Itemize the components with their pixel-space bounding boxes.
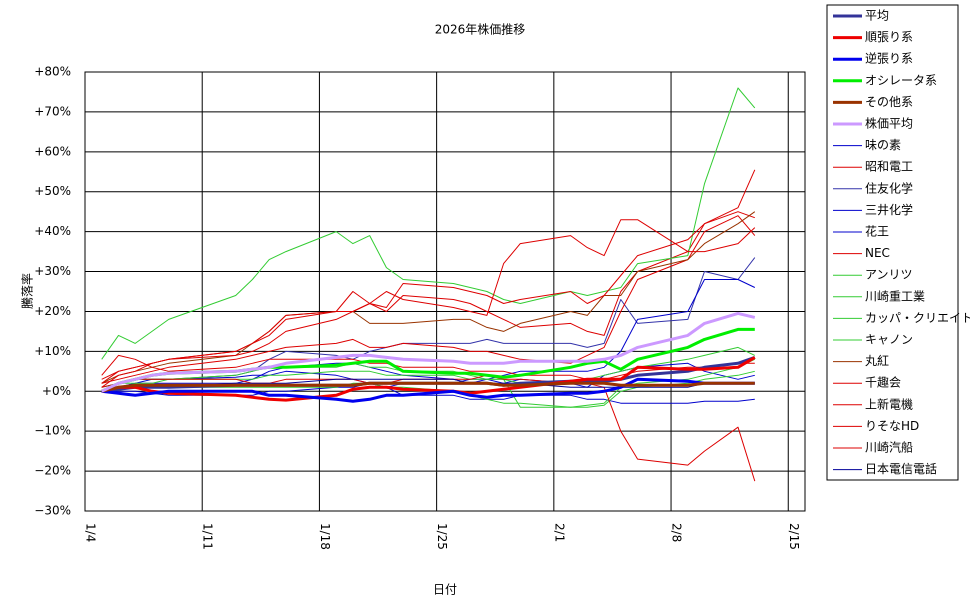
x-tick-label: 2/1 xyxy=(552,523,566,542)
series-line xyxy=(101,211,756,384)
legend-label: NEC xyxy=(865,246,890,260)
series-line xyxy=(101,219,756,384)
legend-label: オシレータ系 xyxy=(865,73,937,87)
legend-box xyxy=(826,4,959,481)
legend-label: 住友化学 xyxy=(865,180,913,195)
y-tick-label: +40% xyxy=(34,224,71,238)
legend-label: その他系 xyxy=(865,95,913,109)
legend-label: 株価平均 xyxy=(865,116,913,131)
plot-frame xyxy=(84,71,806,512)
y-tick-label: −10% xyxy=(34,424,71,438)
legend-label: 味の素 xyxy=(865,138,901,152)
legend-label: 平均 xyxy=(865,9,889,23)
legend-label: カッパ・クリエイト xyxy=(865,311,970,325)
legend-label: りそなHD xyxy=(865,419,919,433)
chart-title: 2026年株価推移 xyxy=(435,22,526,37)
series-line xyxy=(101,169,756,388)
x-tick-label: 1/11 xyxy=(201,523,215,550)
y-tick-label: +80% xyxy=(34,65,71,79)
legend-label: 千趣会 xyxy=(865,375,901,390)
legend-label: 逆張り系 xyxy=(865,51,913,66)
y-tick-label: +0% xyxy=(42,384,71,398)
y-tick-label: +10% xyxy=(34,344,71,358)
x-axis-label: 日付 xyxy=(433,583,457,597)
x-tick-label: 2/8 xyxy=(670,523,684,542)
legend-label: 川崎汽船 xyxy=(865,440,913,455)
y-tick-label: −30% xyxy=(34,504,71,518)
legend-label: 日本電信電話 xyxy=(865,461,937,476)
legend-label: 三井化学 xyxy=(865,202,913,217)
y-tick-label: +30% xyxy=(34,264,71,278)
x-tick-label: 1/18 xyxy=(318,523,332,550)
series-line xyxy=(101,87,756,360)
series-line xyxy=(101,377,755,403)
series-line xyxy=(101,356,756,402)
series-line xyxy=(101,311,756,393)
y-axis-label: 騰落率 xyxy=(20,273,35,309)
y-tick-label: +50% xyxy=(34,184,71,198)
x-tick-label: 1/25 xyxy=(435,523,449,550)
x-tick-label: 1/4 xyxy=(84,523,98,542)
legend-label: 丸紅 xyxy=(865,354,889,368)
y-tick-label: +60% xyxy=(34,144,71,158)
legend-label: キャノン xyxy=(865,333,913,347)
y-tick-label: +20% xyxy=(34,304,71,318)
legend-label: アンリツ xyxy=(865,268,913,282)
legend-label: 花王 xyxy=(865,224,889,239)
legend-label: 川崎重工業 xyxy=(865,289,925,303)
legend-label: 順張り系 xyxy=(865,30,913,44)
legend-label: 上新電機 xyxy=(865,396,913,411)
y-tick-label: +70% xyxy=(34,104,71,118)
legend-label: 昭和電工 xyxy=(865,160,913,174)
x-tick-label: 2/15 xyxy=(787,523,801,550)
series-line xyxy=(101,381,755,393)
series-line xyxy=(101,215,756,384)
y-tick-label: −20% xyxy=(34,464,71,478)
series-line xyxy=(101,279,756,392)
